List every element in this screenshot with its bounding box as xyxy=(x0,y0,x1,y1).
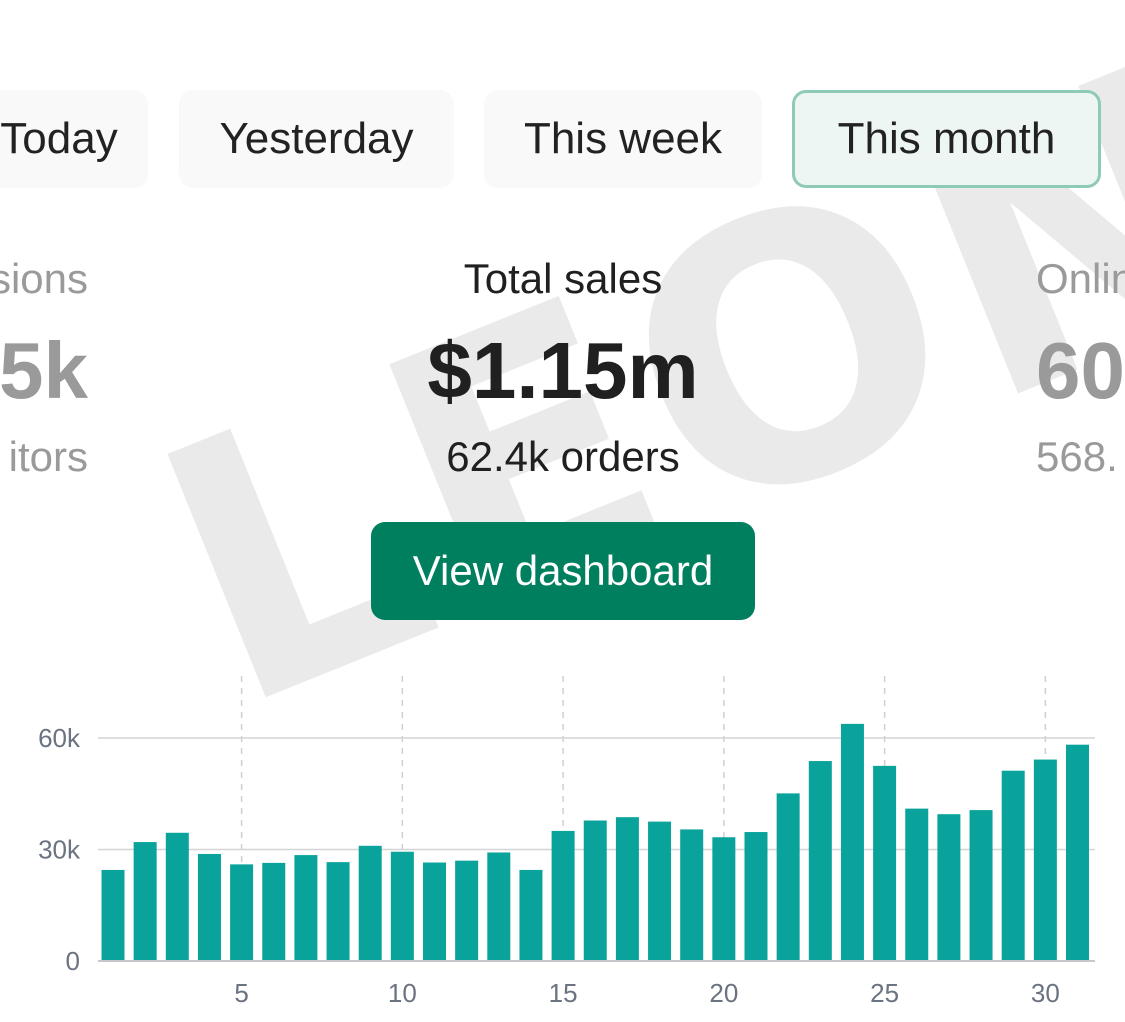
x-tick-30: 30 xyxy=(1031,978,1060,1008)
bar-day-16 xyxy=(583,820,607,961)
sessions-value: 5k xyxy=(0,326,88,415)
tab-today[interactable]: Today xyxy=(0,90,148,188)
bar-day-26 xyxy=(905,808,929,961)
sales-bar-chart: 0 30k 60k 5 10 15 20 25 30 xyxy=(38,676,1095,1008)
online-label: Onlin xyxy=(1036,255,1125,302)
bar-day-10 xyxy=(390,851,414,961)
total-orders-sub: 62.4k orders xyxy=(446,433,680,480)
bar-day-31 xyxy=(1066,744,1089,961)
bar-day-25 xyxy=(873,765,897,961)
bar-day-9 xyxy=(358,845,382,961)
view-dashboard-button[interactable]: View dashboard xyxy=(371,522,755,620)
bar-day-23 xyxy=(808,761,832,961)
y-tick-60k: 60k xyxy=(38,723,81,753)
y-tick-30k: 30k xyxy=(38,835,81,865)
bar-day-6 xyxy=(262,862,286,961)
bar-day-18 xyxy=(648,821,672,961)
bar-day-19 xyxy=(680,829,704,961)
tab-this-month[interactable]: This month xyxy=(792,90,1101,188)
sessions-label: sions xyxy=(0,255,88,302)
bar-day-4 xyxy=(197,853,221,961)
bar-day-28 xyxy=(969,810,993,961)
bar-day-5 xyxy=(230,864,254,961)
bar-day-7 xyxy=(294,855,318,961)
bar-day-3 xyxy=(165,832,189,961)
x-tick-15: 15 xyxy=(549,978,578,1008)
x-tick-5: 5 xyxy=(234,978,248,1008)
bar-day-24 xyxy=(840,723,864,961)
online-sub: 568. xyxy=(1036,433,1118,480)
tab-this-week[interactable]: This week xyxy=(484,90,762,188)
total-sales-value: $1.15m xyxy=(427,326,699,415)
sessions-sub: itors xyxy=(8,433,88,480)
bar-day-11 xyxy=(423,862,446,961)
bar-day-2 xyxy=(133,842,157,961)
x-tick-20: 20 xyxy=(709,978,738,1008)
total-sales-label: Total sales xyxy=(463,255,663,302)
bar-day-14 xyxy=(519,869,543,961)
x-tick-10: 10 xyxy=(388,978,417,1008)
bar-day-8 xyxy=(326,862,350,961)
bar-day-21 xyxy=(744,832,768,961)
online-value: 60 xyxy=(1036,326,1125,415)
bar-day-22 xyxy=(776,793,800,961)
bar-day-30 xyxy=(1033,759,1057,961)
bar-day-17 xyxy=(615,817,639,961)
tab-yesterday[interactable]: Yesterday xyxy=(179,90,454,188)
bar-day-29 xyxy=(1001,770,1025,961)
bar-day-20 xyxy=(712,837,736,961)
x-tick-25: 25 xyxy=(870,978,899,1008)
bar-day-12 xyxy=(455,860,479,961)
bar-day-13 xyxy=(487,852,511,961)
bar-day-27 xyxy=(937,814,961,961)
bar-day-1 xyxy=(101,869,125,961)
bar-day-15 xyxy=(551,830,575,961)
y-tick-0: 0 xyxy=(66,946,80,976)
